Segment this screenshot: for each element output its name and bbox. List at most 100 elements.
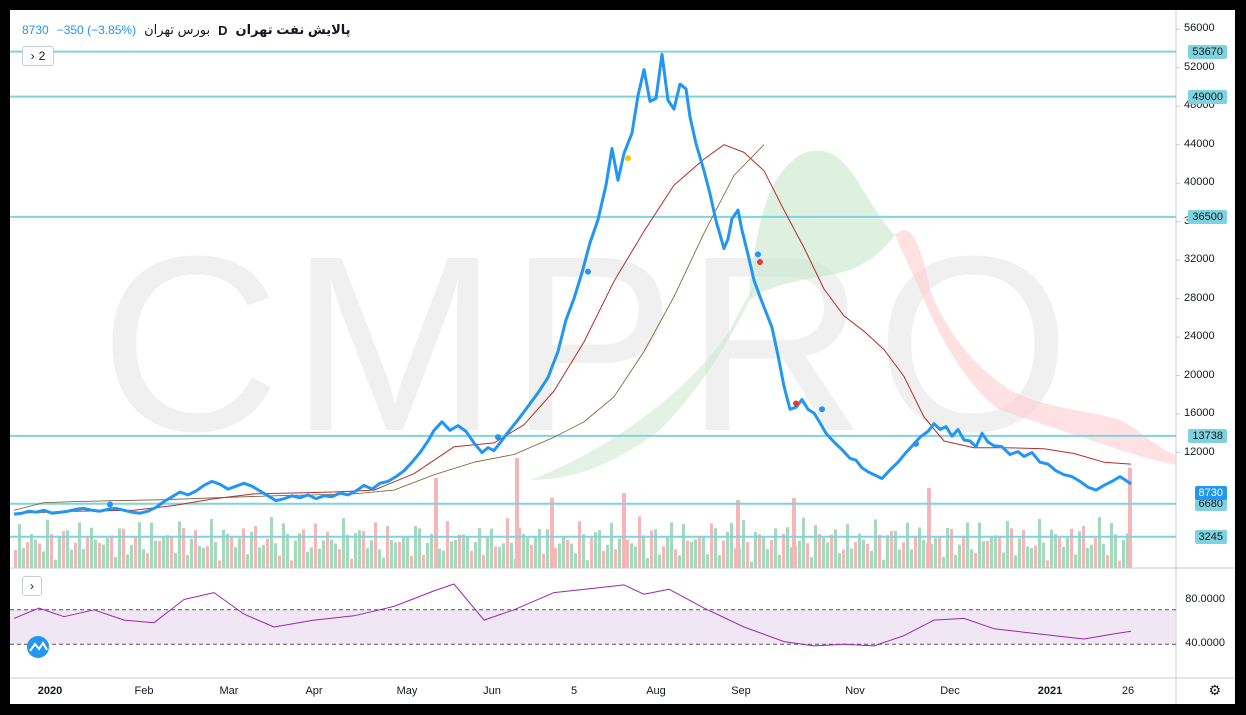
level-label-0: 53670 [1188, 44, 1227, 59]
volume-bar [322, 540, 325, 568]
time-tick: Jun [483, 685, 501, 697]
volume-bar [750, 561, 753, 568]
volume-bar [882, 559, 885, 568]
time-tick: Dec [940, 685, 960, 697]
volume-bar [1074, 554, 1077, 568]
volume-bar [218, 560, 221, 568]
volume-bar [390, 540, 393, 568]
volume-bar [1102, 543, 1105, 568]
volume-bar [702, 536, 705, 568]
volume-bar [286, 533, 289, 568]
volume-bar [574, 553, 577, 568]
chart-canvas[interactable]: CMPRO [10, 10, 1235, 704]
symbol-legend[interactable]: 8730 −350 (−3.85%) بورس تهران D پالایش ن… [22, 22, 351, 38]
volume-bar [386, 525, 389, 568]
volume-bar [402, 537, 405, 568]
settings-button[interactable]: ⚙ [1208, 682, 1221, 699]
volume-bar [358, 530, 361, 568]
volume-bar [106, 538, 109, 568]
volume-bar [482, 554, 485, 568]
volume-bar [98, 542, 101, 568]
symbol-name: پالایش نفت تهران [235, 22, 351, 37]
volume-bar [990, 536, 993, 568]
volume-bar [382, 557, 385, 568]
price-tick: 52000 [1184, 60, 1215, 73]
volume-bar [266, 538, 269, 568]
volume-bar [298, 533, 301, 568]
volume-bar [458, 534, 461, 568]
volume-bar [1030, 547, 1033, 568]
signal-marker [495, 434, 501, 441]
volume-bar [526, 537, 529, 568]
indicators-toggle-button[interactable]: › 2 [22, 46, 54, 66]
rsi-tick-80: 80.0000 [1185, 593, 1225, 605]
volume-bar [126, 554, 129, 568]
volume-bar [602, 550, 605, 568]
rsi-line [13, 583, 1132, 647]
volume-bar [902, 542, 905, 568]
last-price: 8730 [22, 23, 49, 37]
volume-bar [982, 541, 985, 568]
volume-bar [646, 557, 649, 568]
volume-bar [818, 533, 821, 568]
volume-bar [26, 542, 29, 568]
volume-bar [630, 543, 633, 568]
time-tick: Apr [305, 685, 323, 697]
level-label-1: 49000 [1188, 89, 1227, 104]
volume-bar [942, 556, 945, 568]
volume-bar [162, 537, 165, 568]
volume-bar [1010, 528, 1013, 568]
volume-bar [730, 522, 733, 568]
volume-bar [178, 521, 181, 568]
volume-bar [370, 540, 373, 568]
volume-bar [742, 520, 745, 568]
volume-bar [34, 539, 37, 568]
volume-bar [798, 540, 801, 568]
volume-bar [198, 546, 201, 568]
volume-bar [862, 539, 865, 568]
volume-bar [70, 549, 73, 568]
volume-bar [970, 549, 973, 568]
volume-bar [1066, 537, 1069, 568]
volume-bar [1042, 542, 1045, 568]
volume-bar [418, 528, 421, 568]
volume-bar [362, 530, 365, 568]
volume-bar [562, 536, 565, 568]
volume-bar [90, 527, 93, 568]
volume-bar [566, 539, 569, 568]
rsi-toggle-button[interactable]: › [22, 576, 42, 596]
current-price-label: 8730 [1194, 486, 1227, 500]
volume-bar [950, 528, 953, 568]
volume-bar [234, 547, 237, 568]
volume-bar [18, 524, 21, 568]
volume-bar [110, 535, 113, 568]
price-pane [10, 10, 1176, 568]
volume-bar [586, 560, 589, 568]
volume-bar [866, 543, 869, 568]
volume-bar [826, 542, 829, 568]
time-tick: Feb [134, 685, 154, 697]
level-label-5: 3245 [1194, 529, 1227, 544]
volume-bar [898, 549, 901, 568]
chart-frame[interactable]: CMPRO 8730 −350 (−3.85%) بورس تهران D پا… [10, 10, 1235, 704]
volume-bar-spike [1128, 468, 1132, 568]
volume-bar [774, 528, 777, 568]
volume-bar [1082, 526, 1085, 568]
price-tick: 44000 [1184, 137, 1215, 150]
volume-bar [58, 535, 61, 568]
volume-bar [222, 529, 225, 568]
lagging-line [13, 144, 765, 511]
volume-bar [394, 542, 397, 568]
volume-bar [590, 537, 593, 568]
volume-bar [1026, 546, 1029, 568]
volume-bar [1002, 552, 1005, 568]
volume-bar [618, 538, 621, 568]
volume-bar [598, 530, 601, 568]
volume-bar [50, 534, 53, 568]
volume-bar [850, 548, 853, 568]
volume-bar [650, 530, 653, 568]
volume-bar [930, 544, 933, 568]
volume-bar [270, 517, 273, 568]
volume-bar [638, 516, 641, 568]
volume-bar [1090, 544, 1093, 568]
